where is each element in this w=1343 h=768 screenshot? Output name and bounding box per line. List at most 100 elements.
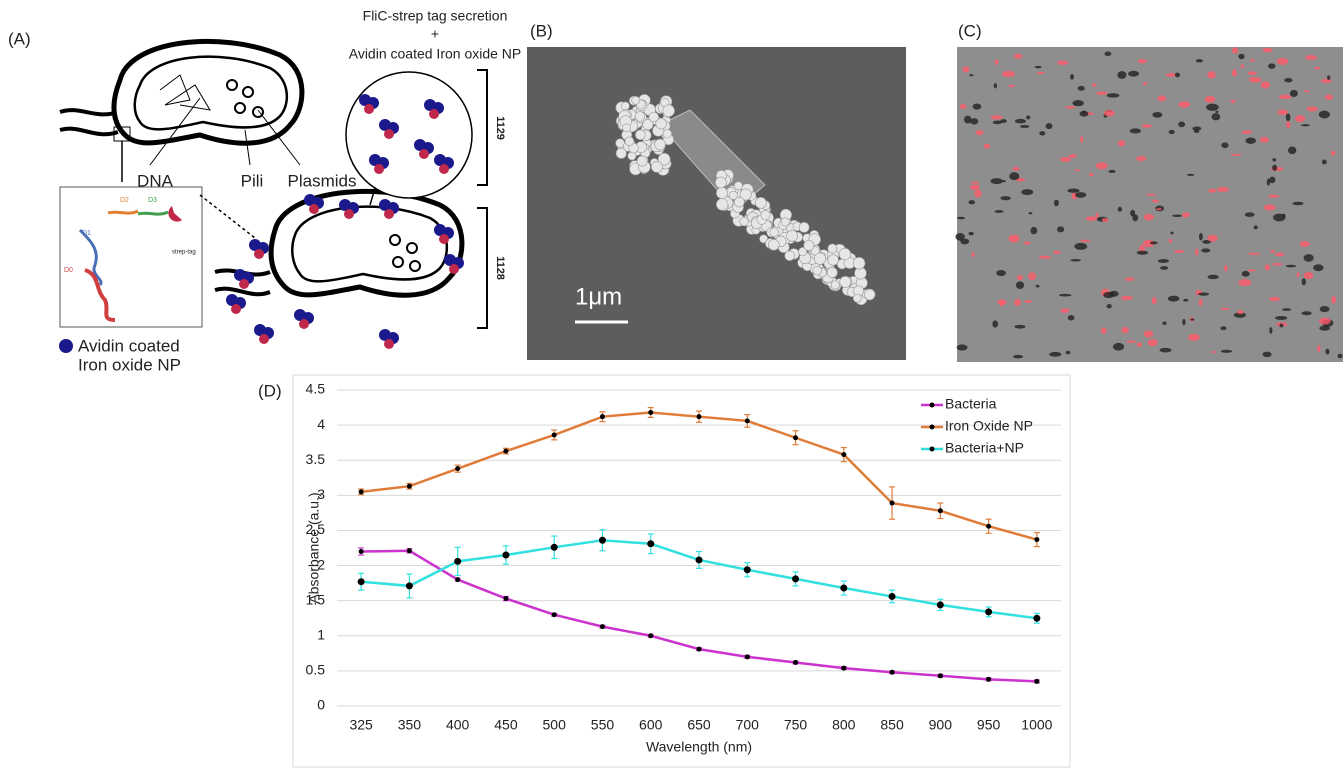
- speck: [1324, 94, 1333, 101]
- strep-tag-label: strep-tag: [172, 250, 196, 256]
- data-point: [937, 508, 943, 514]
- speck: [1173, 249, 1185, 253]
- bead: [733, 181, 743, 191]
- bead: [621, 101, 630, 111]
- speck: [962, 66, 970, 73]
- speck: [960, 238, 970, 245]
- speck: [1096, 91, 1108, 95]
- data-point: [454, 557, 462, 565]
- y-tick-label: 0.5: [306, 662, 326, 678]
- speck: [1000, 196, 1011, 201]
- speck: [1192, 126, 1202, 131]
- speck: [1262, 47, 1273, 53]
- data-point: [551, 612, 557, 618]
- speck: [1321, 159, 1327, 165]
- flagellum: [59, 108, 119, 137]
- speck: [1095, 162, 1108, 170]
- chart-frame: [292, 374, 1071, 768]
- speck: [1319, 306, 1330, 313]
- speck: [1070, 258, 1082, 262]
- speck: [1303, 90, 1310, 93]
- data-point: [503, 596, 509, 602]
- data-point: [358, 489, 364, 495]
- bead: [760, 210, 771, 221]
- speck: [1080, 239, 1091, 243]
- plasmid: [242, 86, 254, 98]
- speck: [1296, 272, 1300, 278]
- bead: [651, 160, 663, 173]
- beads: [615, 94, 876, 306]
- speck: [1152, 111, 1163, 118]
- bead: [624, 136, 635, 146]
- speck: [1195, 59, 1203, 63]
- bead: [733, 196, 745, 208]
- speck: [1208, 188, 1217, 193]
- speck: [1012, 166, 1020, 171]
- speck: [990, 115, 1003, 120]
- bead: [739, 216, 749, 227]
- speck: [1263, 204, 1276, 211]
- speck: [1211, 350, 1217, 354]
- speck: [1211, 113, 1221, 121]
- data-point: [648, 633, 654, 639]
- speck: [1253, 225, 1258, 230]
- speck: [1125, 277, 1135, 281]
- data-point: [405, 582, 413, 590]
- speck: [1264, 264, 1271, 271]
- speck: [1024, 299, 1032, 303]
- data-point: [889, 500, 895, 506]
- panel-label: (D): [258, 381, 282, 400]
- speck: [1165, 73, 1178, 77]
- np-legend: Avidin coated: [78, 336, 180, 355]
- legend-label: Bacteria+NP: [945, 440, 1024, 456]
- data-point: [551, 432, 557, 438]
- domain-label: D0: [64, 267, 73, 274]
- data-point: [889, 669, 895, 675]
- speck: [1220, 307, 1230, 310]
- strep-tag: [299, 319, 309, 329]
- speck: [1183, 298, 1189, 302]
- speck: [959, 103, 967, 109]
- speck: [1318, 317, 1331, 325]
- speck: [1013, 53, 1023, 59]
- speck: [1085, 216, 1097, 221]
- speck: [1275, 315, 1288, 320]
- speck: [1021, 189, 1034, 196]
- scale-label: 1μm: [575, 283, 622, 310]
- speck: [956, 344, 968, 351]
- speck: [1012, 354, 1024, 359]
- speck: [1068, 154, 1077, 159]
- secretion-title: FliC-strep tag secretion: [363, 8, 508, 24]
- speck: [1143, 330, 1154, 338]
- speck: [1015, 281, 1025, 289]
- x-axis-label: Wavelength (nm): [646, 739, 752, 755]
- plasmid: [409, 260, 421, 272]
- speck: [1014, 324, 1026, 329]
- speck: [1299, 240, 1310, 248]
- bead: [716, 198, 729, 211]
- speck: [996, 299, 1007, 305]
- speck: [1318, 110, 1331, 119]
- speck: [1142, 82, 1148, 86]
- data-point: [793, 659, 799, 665]
- legend-marker: [929, 446, 935, 452]
- dna-coil: [159, 74, 211, 111]
- plasmid: [406, 242, 418, 254]
- strep-tag: [384, 129, 394, 139]
- speck: [1207, 274, 1219, 280]
- speck: [1221, 142, 1229, 149]
- speck: [1266, 178, 1271, 186]
- data-point: [1034, 678, 1040, 684]
- speck: [1002, 180, 1006, 183]
- speck: [1168, 129, 1175, 135]
- bead: [767, 238, 780, 251]
- data-point: [406, 548, 412, 554]
- speck: [1125, 340, 1137, 343]
- speck: [1059, 156, 1071, 163]
- data-point: [841, 452, 847, 458]
- speck: [990, 178, 1003, 185]
- bead: [715, 176, 727, 189]
- data-point: [695, 556, 703, 564]
- speck: [1030, 226, 1038, 235]
- bead: [755, 197, 767, 209]
